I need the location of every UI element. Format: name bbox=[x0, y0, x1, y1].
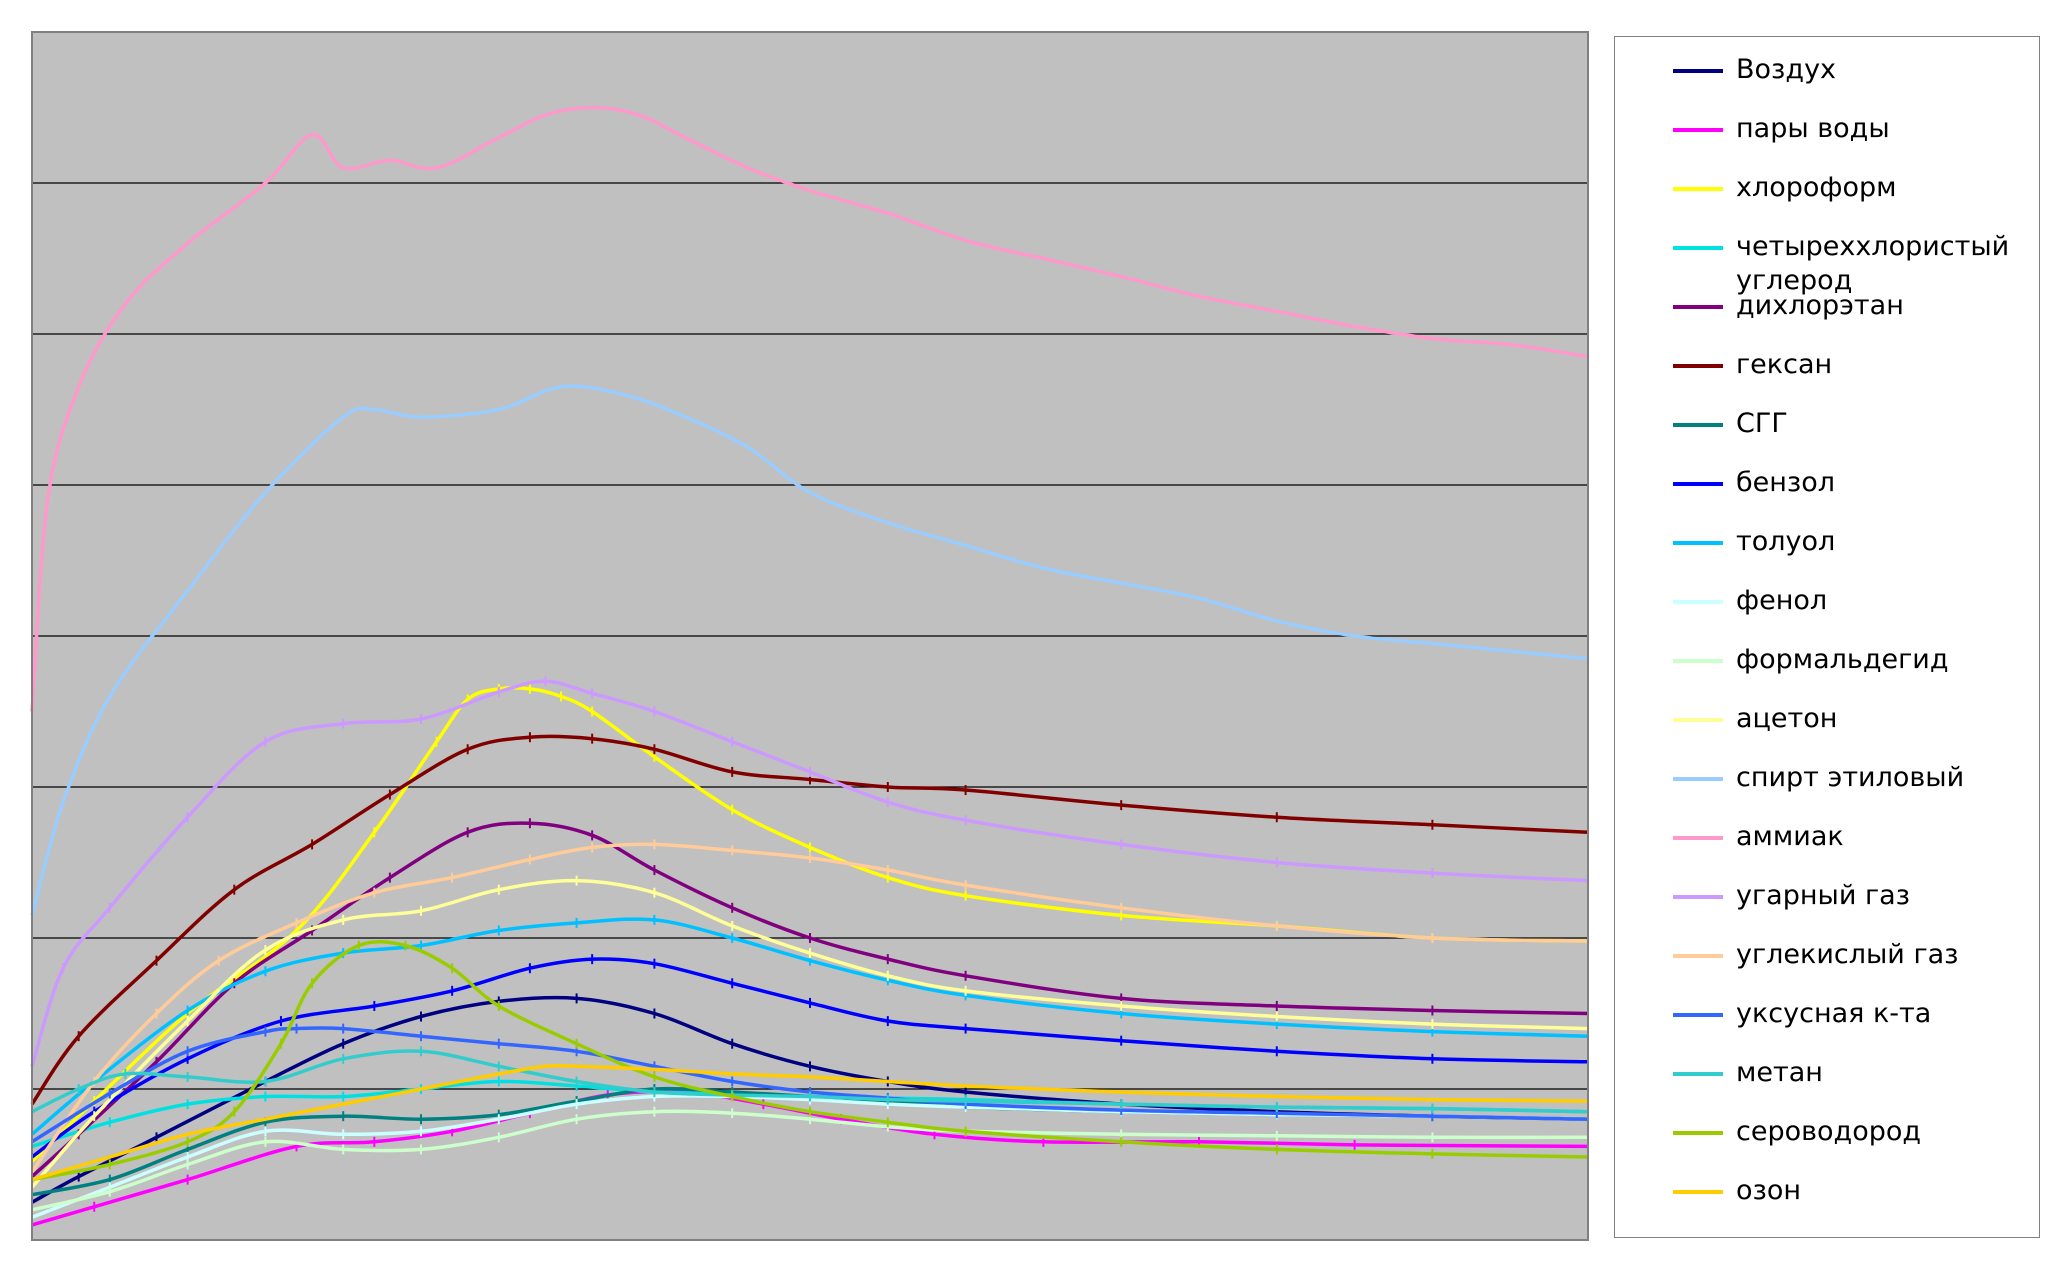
series-13 bbox=[30, 384, 1589, 916]
legend-swatch bbox=[1673, 954, 1723, 958]
legend-label: пары воды bbox=[1736, 113, 1890, 144]
legend-item: толуол bbox=[1615, 525, 2035, 565]
legend-item: четыреххлористый углерод bbox=[1615, 230, 2035, 296]
legend-swatch bbox=[1673, 128, 1723, 132]
legend-swatch bbox=[1673, 600, 1723, 604]
legend-item: гексан bbox=[1615, 348, 2035, 388]
legend: Воздух пары воды хлороформ четыреххлористый… bbox=[1614, 36, 2040, 1238]
legend-item: фенол bbox=[1615, 584, 2035, 624]
series-line-13 bbox=[30, 384, 1589, 916]
legend-label: хлороформ bbox=[1736, 172, 1897, 203]
legend-label: ацетон bbox=[1736, 703, 1838, 734]
legend-item: углекислый газ bbox=[1615, 938, 2035, 978]
legend-label: СГГ bbox=[1736, 408, 1788, 439]
series-line-19 bbox=[31, 940, 1589, 1182]
legend-item: метан bbox=[1615, 1056, 2035, 1096]
legend-swatch bbox=[1673, 364, 1723, 368]
legend-swatch bbox=[1673, 423, 1723, 427]
legend-item: озон bbox=[1615, 1174, 2035, 1214]
legend-swatch bbox=[1673, 895, 1723, 899]
legend-swatch bbox=[1673, 541, 1723, 545]
legend-item: бензол bbox=[1615, 466, 2035, 506]
plot-frame bbox=[31, 31, 1589, 1241]
legend-label: Воздух bbox=[1736, 54, 1837, 85]
legend-swatch bbox=[1673, 836, 1723, 840]
legend-swatch bbox=[1673, 305, 1723, 309]
series-line-20 bbox=[31, 1063, 1589, 1182]
legend-item: угарный газ bbox=[1615, 879, 2035, 919]
series-20 bbox=[31, 1063, 1589, 1182]
legend-item: уксусная к-та bbox=[1615, 997, 2035, 1037]
series-line-8 bbox=[30, 957, 1589, 1159]
legend-label: формальдегид bbox=[1736, 644, 1949, 675]
legend-label: метан bbox=[1736, 1057, 1823, 1088]
legend-item: Воздух bbox=[1615, 53, 2035, 93]
series-line-9 bbox=[30, 917, 1589, 1136]
series-8 bbox=[30, 954, 1589, 1162]
series-14 bbox=[30, 105, 1589, 712]
legend-label: угарный газ bbox=[1736, 880, 1911, 911]
legend-swatch bbox=[1673, 1190, 1723, 1194]
legend-swatch bbox=[1673, 777, 1723, 781]
legend-item: спирт этиловый bbox=[1615, 761, 2035, 801]
legend-swatch bbox=[1673, 1131, 1723, 1135]
legend-label: аммиак bbox=[1736, 821, 1844, 852]
legend-swatch bbox=[1673, 187, 1723, 191]
legend-item: дихлорэтан bbox=[1615, 289, 2035, 329]
legend-label: уксусная к-та bbox=[1736, 998, 1932, 1029]
legend-label: озон bbox=[1736, 1175, 1802, 1206]
legend-label: толуол bbox=[1736, 526, 1836, 557]
series-line-14 bbox=[30, 105, 1589, 712]
legend-swatch bbox=[1673, 659, 1723, 663]
legend-label: дихлорэтан bbox=[1736, 290, 1904, 321]
legend-label: углекислый газ bbox=[1736, 939, 1959, 970]
legend-item: сероводород bbox=[1615, 1115, 2035, 1155]
legend-swatch bbox=[1673, 482, 1723, 486]
legend-item: формальдегид bbox=[1615, 643, 2035, 683]
legend-item: СГГ bbox=[1615, 407, 2035, 447]
legend-item: ацетон bbox=[1615, 702, 2035, 742]
legend-label: спирт этиловый bbox=[1736, 762, 1965, 793]
legend-item: пары воды bbox=[1615, 112, 2035, 152]
legend-swatch bbox=[1673, 718, 1723, 722]
series-line-11 bbox=[31, 1109, 1589, 1212]
legend-label: фенол bbox=[1736, 585, 1828, 616]
legend-label: бензол bbox=[1736, 467, 1836, 498]
series-line-12 bbox=[30, 878, 1589, 1189]
legend-swatch bbox=[1673, 1072, 1723, 1076]
series-layer bbox=[30, 105, 1589, 1230]
series-line-18 bbox=[31, 1049, 1589, 1114]
legend-item: хлороформ bbox=[1615, 171, 2035, 211]
legend-label: гексан bbox=[1736, 349, 1833, 380]
legend-label: четыреххлористый углерод bbox=[1736, 231, 2010, 296]
legend-item: аммиак bbox=[1615, 820, 2035, 860]
legend-swatch bbox=[1673, 246, 1723, 250]
legend-swatch bbox=[1673, 1013, 1723, 1017]
legend-label: сероводород bbox=[1736, 1116, 1922, 1147]
legend-swatch bbox=[1673, 69, 1723, 73]
